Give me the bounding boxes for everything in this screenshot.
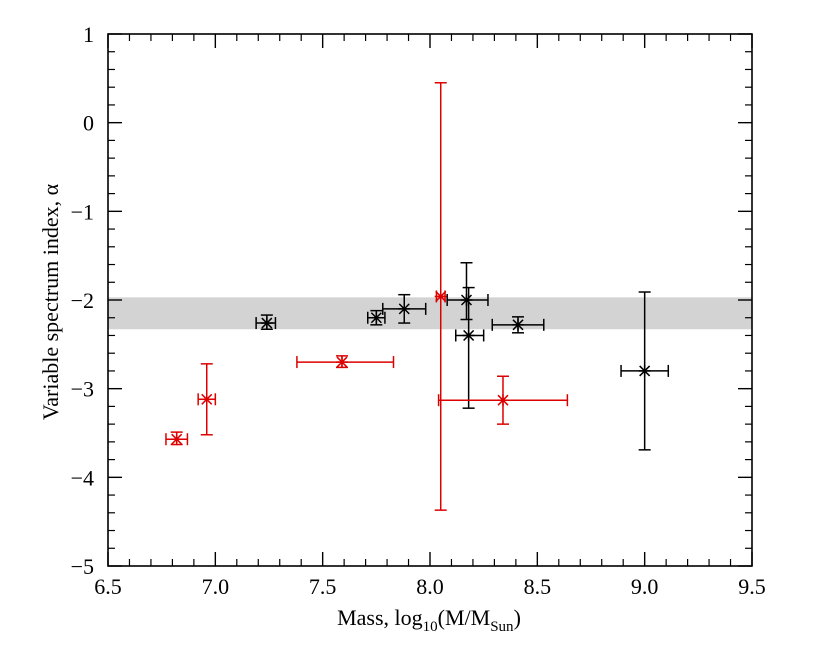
data-point	[620, 291, 670, 451]
data-point	[437, 375, 569, 425]
y-tick-label: −3	[71, 377, 94, 402]
y-tick-label: 1	[83, 22, 94, 47]
series-black	[255, 262, 670, 451]
data-point	[165, 431, 189, 446]
x-tick-label: 8.0	[416, 574, 444, 599]
series-red	[165, 82, 569, 511]
x-tick-label: 9.5	[738, 574, 766, 599]
y-tick-label: −5	[71, 554, 94, 579]
y-tick-label: 0	[83, 111, 94, 136]
x-tick-label: 9.0	[631, 574, 659, 599]
tick-labels: 6.5 7.0 7.5 8.0 8.5 9.0 9.5 −5 −4 −3 −2 −1 0 1	[71, 22, 766, 599]
data-point	[255, 314, 277, 331]
data-point	[366, 309, 386, 326]
y-axis-title: Variable spectrum index, α	[38, 183, 63, 420]
x-tick-label: 8.5	[524, 574, 552, 599]
data-point	[197, 363, 217, 436]
x-tick-label: 7.0	[202, 574, 230, 599]
axis-ticks	[107, 33, 753, 567]
y-tick-label: −2	[71, 288, 94, 313]
shaded-band-layer	[108, 297, 752, 330]
data-point	[296, 355, 395, 369]
x-tick-label: 7.5	[309, 574, 337, 599]
shaded-band	[108, 297, 752, 330]
x-tick-label: 6.5	[94, 574, 122, 599]
data-point	[446, 262, 489, 321]
data-point	[382, 293, 427, 324]
data-series-layer	[165, 82, 670, 511]
data-point	[491, 316, 545, 334]
data-point	[434, 82, 447, 511]
y-tick-label: −4	[71, 465, 94, 490]
x-axis-title: Mass, log10(M/MSun)	[337, 605, 521, 635]
data-point	[455, 286, 485, 409]
y-tick-label: −1	[71, 199, 94, 224]
